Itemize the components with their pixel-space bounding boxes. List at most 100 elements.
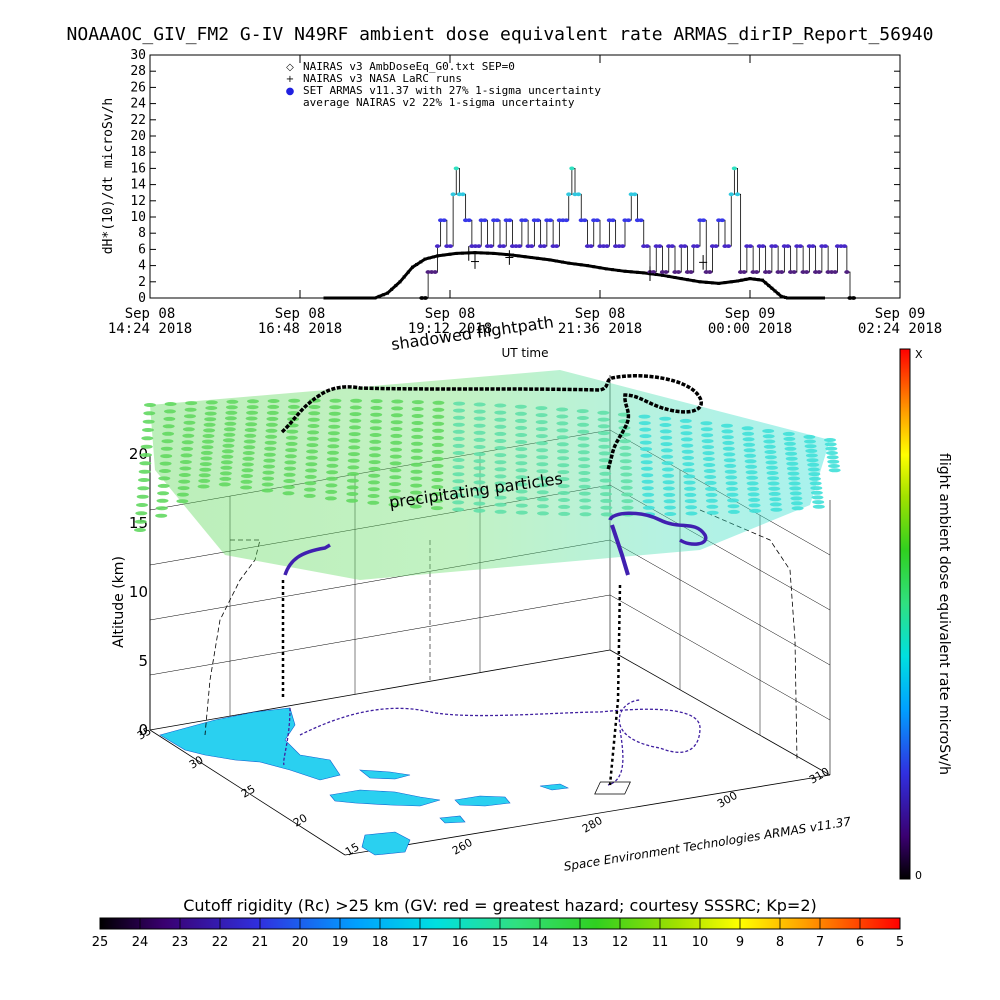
particle-dot — [706, 504, 719, 509]
particle-dot — [494, 417, 507, 422]
particle-dot — [600, 498, 613, 503]
particle-dot — [347, 458, 360, 463]
particle-dot — [453, 408, 465, 413]
nairas-marker — [427, 256, 431, 260]
particle-dot — [558, 498, 570, 502]
rc-tick-label: 11 — [652, 935, 669, 950]
armas-marker — [650, 270, 657, 274]
legend-symbol: ● — [286, 86, 295, 97]
longitude-tick-label: 260 — [450, 836, 475, 858]
nairas-marker — [781, 295, 785, 299]
rc-tick-label: 6 — [856, 935, 864, 950]
particle-dot — [556, 435, 569, 440]
y-tick-label: 22 — [130, 113, 146, 128]
particle-dot — [641, 466, 653, 471]
particle-dot — [748, 503, 761, 508]
armas-marker — [554, 244, 560, 249]
particle-dot — [285, 435, 298, 440]
particle-dot — [242, 451, 255, 455]
particle-dot — [515, 433, 528, 437]
particle-dot — [241, 462, 254, 467]
particle-dot — [724, 469, 737, 474]
particle-dot — [473, 452, 486, 457]
legend-symbol: ◇ — [286, 62, 294, 73]
particle-dot — [789, 491, 802, 496]
particle-dot — [535, 413, 548, 418]
nairas-marker — [711, 281, 714, 285]
armas-marker — [450, 192, 456, 197]
particle-dot — [762, 434, 775, 439]
particle-dot — [579, 498, 592, 503]
particle-dot — [723, 452, 736, 457]
nairas-marker — [554, 259, 558, 263]
x-tick-label-date: Sep 08 — [125, 306, 176, 322]
nairas-marker — [377, 294, 381, 298]
nairas-marker — [667, 274, 671, 278]
rc-tick-label: 14 — [532, 935, 549, 950]
particle-dot — [452, 479, 465, 484]
particle-dot — [599, 478, 612, 483]
particle-dot — [327, 431, 340, 436]
particle-dot — [536, 476, 549, 481]
particle-dot — [246, 410, 259, 415]
particle-dot — [683, 480, 696, 485]
particle-dot — [642, 505, 655, 510]
particle-dot — [661, 454, 674, 459]
particle-dot — [494, 474, 507, 479]
particle-dot — [660, 448, 673, 453]
particle-dot — [577, 429, 590, 434]
particle-dot — [537, 511, 549, 516]
armas-marker — [516, 244, 523, 249]
particle-dot — [325, 489, 338, 494]
particle-dot — [431, 478, 444, 482]
dose-colorbar-min: 0 — [915, 869, 922, 882]
particle-dot — [684, 486, 696, 491]
particle-dot — [784, 441, 796, 446]
particle-dot — [600, 512, 613, 517]
nairas-marker — [548, 258, 552, 262]
particle-dot — [620, 485, 633, 490]
armas-marker — [432, 270, 438, 274]
y-tick-label: 4 — [138, 259, 146, 274]
particle-dot — [177, 492, 189, 497]
particle-dot — [266, 416, 279, 421]
particle-dot — [389, 482, 402, 487]
particle-dot — [243, 445, 256, 450]
particle-dot — [749, 508, 762, 513]
particle-dot — [388, 489, 401, 493]
nairas-marker — [473, 251, 477, 255]
landing-marker — [594, 781, 631, 795]
particle-dot — [134, 528, 146, 532]
particle-dot — [557, 456, 570, 461]
particle-dot — [765, 460, 778, 465]
particle-dot — [282, 485, 295, 490]
particle-dot — [473, 459, 486, 464]
particle-dot — [261, 482, 274, 487]
particle-dot — [768, 491, 781, 496]
particle-dot — [723, 458, 736, 463]
particle-dot — [515, 454, 528, 459]
particle-dot — [142, 428, 154, 432]
particle-dot — [265, 434, 278, 439]
nairas-marker — [611, 268, 614, 272]
nairas-marker — [673, 275, 677, 279]
particle-dot — [660, 442, 673, 447]
particle-dot — [766, 465, 778, 470]
y-tick-label: 2 — [138, 275, 146, 290]
particle-dot — [662, 486, 675, 491]
nairas-marker — [592, 265, 596, 269]
particle-dot — [243, 439, 256, 444]
armas-credit-label: Space Environment Technologies ARMAS v11… — [563, 814, 853, 873]
particle-dot — [722, 446, 735, 451]
particle-dot — [432, 414, 445, 419]
particle-dot — [812, 500, 825, 505]
x-tick-label-date: Sep 09 — [875, 306, 926, 322]
armas-marker — [447, 244, 453, 249]
particle-dot — [577, 436, 590, 441]
particle-dot — [536, 469, 549, 474]
particle-dot — [306, 436, 319, 441]
particle-dot — [557, 449, 569, 454]
particle-dot — [410, 455, 423, 460]
particle-dot — [683, 474, 696, 479]
